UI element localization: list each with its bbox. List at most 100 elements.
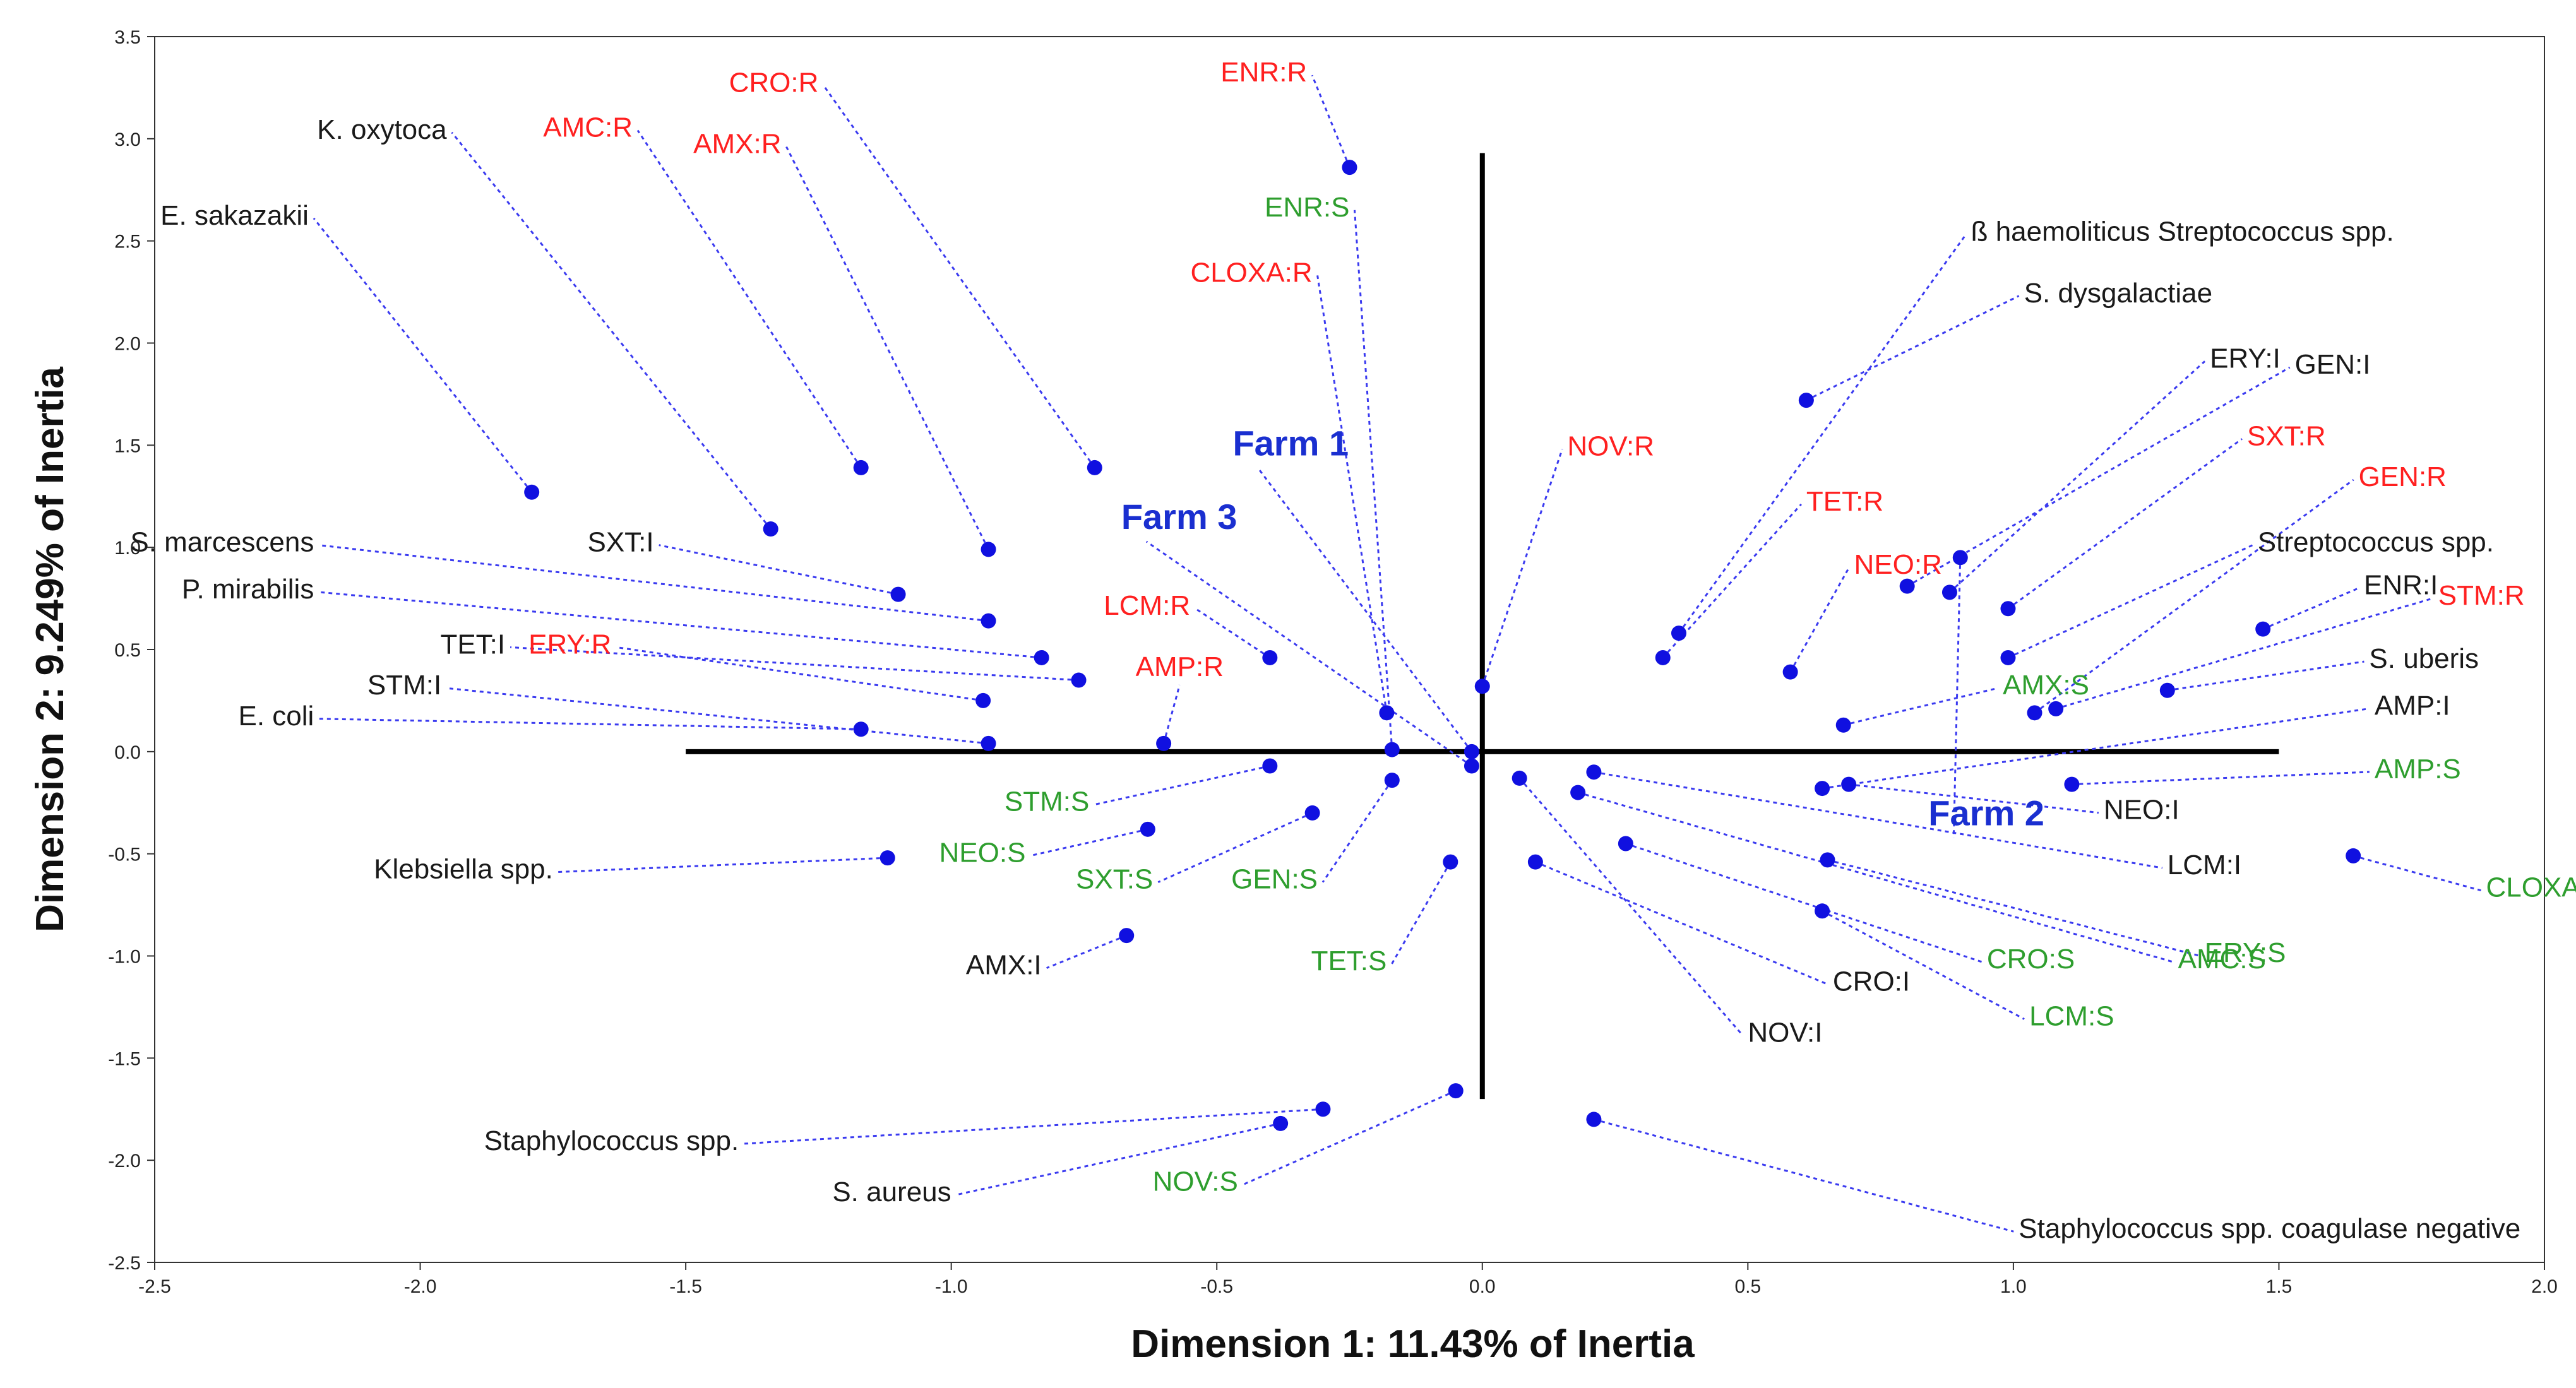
point-marker-p-mirabilis	[1034, 650, 1049, 665]
x-tick-label: 0.0	[1469, 1276, 1496, 1297]
point-marker-neo-r	[1782, 664, 1798, 680]
point-label-amp-s: AMP:S	[2375, 754, 2461, 785]
point-label-neo-r: NEO:R	[1854, 549, 1942, 580]
point-marker-s-dysgalactiae	[1798, 393, 1814, 408]
leader-line-streptococcus-spp	[2007, 544, 2253, 659]
x-tick-label: -2.0	[404, 1276, 437, 1297]
leader-line-cloxa-r	[1316, 275, 1388, 713]
y-tick-label: -2.5	[108, 1253, 141, 1274]
point-label-nov-s: NOV:S	[1153, 1166, 1238, 1197]
leader-line-stm-r	[2055, 597, 2434, 710]
point-marker-enr-s	[1384, 742, 1400, 757]
leader-line-cro-r	[823, 85, 1095, 468]
leader-line-e-sakazakii	[313, 217, 533, 493]
leader-line-staphylococcus-spp	[744, 1108, 1323, 1145]
point-label-amc-r: AMC:R	[543, 112, 633, 143]
y-tick-label: 3.5	[114, 27, 141, 48]
leader-line-sxt-r	[2007, 438, 2243, 610]
x-tick-label: -1.0	[935, 1276, 968, 1297]
point-marker-lcm-s	[1815, 903, 1830, 919]
point-label-p-mirabilis: P. mirabilis	[182, 574, 314, 605]
farm-label-farm-3: Farm 3	[1121, 497, 1237, 537]
reference-lines	[686, 153, 2279, 1100]
point-marker-cloxa-s	[2346, 848, 2361, 863]
point-marker-streptococcus-spp	[2000, 650, 2016, 665]
leader-line-amx-r	[785, 146, 989, 550]
point-label-nov-r: NOV:R	[1567, 431, 1654, 462]
point-marker-stm-s	[1262, 758, 1278, 774]
point-label-haemoliticus-streptococcus-spp: ß haemoliticus Streptococcus spp.	[1971, 217, 2394, 247]
x-tick-label: 1.0	[2000, 1276, 2027, 1297]
point-marker-neo-s	[1140, 821, 1155, 837]
point-label-cloxa-s: CLOXA:S	[2486, 872, 2576, 903]
point-label-e-coli: E. coli	[239, 701, 314, 732]
point-label-s-dysgalactiae: S. dysgalactiae	[2024, 278, 2212, 309]
point-label-stm-r: STM:R	[2438, 580, 2525, 611]
point-marker-amc-r	[853, 460, 869, 475]
y-tick-label: 0.5	[114, 640, 141, 661]
leader-line-sxt-s	[1157, 812, 1313, 884]
point-markers	[524, 160, 2361, 1131]
point-marker-enr-i	[2255, 621, 2271, 637]
point-marker-gen-s	[1384, 773, 1400, 788]
point-label-enr-i: ENR:I	[2364, 570, 2438, 601]
point-label-enr-r: ENR:R	[1220, 57, 1307, 88]
y-tick-label: -0.5	[108, 845, 141, 865]
point-marker-e-coli	[853, 721, 869, 737]
farm-leader-line-farm-1	[1257, 467, 1473, 752]
point-marker-nov-i	[1512, 770, 1527, 786]
leader-line-amx-s	[1843, 687, 1998, 727]
y-tick-label: 3.0	[114, 129, 141, 150]
point-label-s-uberis: S. uberis	[2369, 643, 2479, 674]
point-marker-tet-i	[1071, 672, 1087, 688]
y-axis-title: Dimension 2: 9.249% of Inertia	[28, 367, 72, 932]
farm-labels: Farm 1 Farm 3 Farm 2	[1121, 424, 2044, 833]
farm-label-farm-1: Farm 1	[1232, 424, 1349, 463]
point-label-neo-i: NEO:I	[2104, 795, 2179, 826]
leader-line-gen-r	[2034, 478, 2354, 714]
farm-marker-farm-1	[1464, 744, 1479, 759]
leader-line-cro-i	[1535, 861, 1828, 985]
leader-line-p-mirabilis	[319, 591, 1042, 659]
leader-line-ery-s	[1827, 858, 2200, 957]
x-tick-label: -0.5	[1200, 1276, 1233, 1297]
point-label-staphylococcus-spp-coagulase-negative: Staphylococcus spp. coagulase negative	[2018, 1213, 2520, 1244]
leader-line-amc-s	[1577, 792, 2174, 963]
leader-line-amp-i	[1822, 708, 2370, 790]
point-label-lcm-r: LCM:R	[1104, 590, 1190, 621]
point-label-amp-i: AMP:I	[2375, 691, 2450, 721]
point-label-streptococcus-spp: Streptococcus spp.	[2258, 527, 2494, 558]
leader-line-e-coli	[319, 718, 861, 730]
y-tick-label: -2.0	[108, 1151, 141, 1171]
point-marker-amp-i	[1815, 781, 1830, 797]
point-label-k-oxytoca: K. oxytoca	[317, 114, 447, 145]
x-axis-title: Dimension 1: 11.43% of Inertia	[1131, 1322, 1695, 1366]
leader-line-enr-s	[1354, 210, 1393, 750]
point-label-neo-s: NEO:S	[939, 838, 1026, 869]
leader-line-amp-s	[2072, 771, 2370, 786]
leader-line-nov-s	[1243, 1089, 1457, 1186]
point-label-cloxa-r: CLOXA:R	[1190, 257, 1312, 288]
point-label-gen-s: GEN:S	[1231, 864, 1318, 895]
point-marker-tet-s	[1443, 854, 1458, 870]
leader-line-amp-r	[1162, 684, 1181, 744]
point-marker-sxt-i	[890, 586, 906, 602]
point-label-amp-r: AMP:R	[1136, 651, 1224, 682]
point-marker-s-marcescens	[981, 613, 996, 629]
point-label-enr-s: ENR:S	[1265, 192, 1349, 223]
point-marker-cro-r	[1087, 460, 1102, 475]
point-label-cro-s: CRO:S	[1987, 944, 2075, 975]
point-label-ery-s: ERY:S	[2205, 937, 2286, 968]
point-label-e-sakazakii: E. sakazakii	[160, 200, 309, 231]
point-label-ery-r: ERY:R	[528, 629, 611, 660]
point-marker-tet-r	[1655, 650, 1671, 665]
leader-line-sxt-i	[659, 544, 898, 596]
y-axis-ticks: 3.5 3.0 2.5 2.0 1.5 1.0 0.5 0.0 -0.5 -1.0 -1.5 -2.0…	[108, 27, 155, 1274]
x-tick-label: -2.5	[138, 1276, 171, 1297]
point-marker-s-aureus	[1273, 1115, 1289, 1131]
point-label-sxt-s: SXT:S	[1076, 864, 1153, 895]
leader-line-stm-i	[446, 687, 989, 745]
leader-line-s-aureus	[956, 1122, 1281, 1196]
point-label-s-marcescens: S. marcescens	[130, 527, 314, 558]
